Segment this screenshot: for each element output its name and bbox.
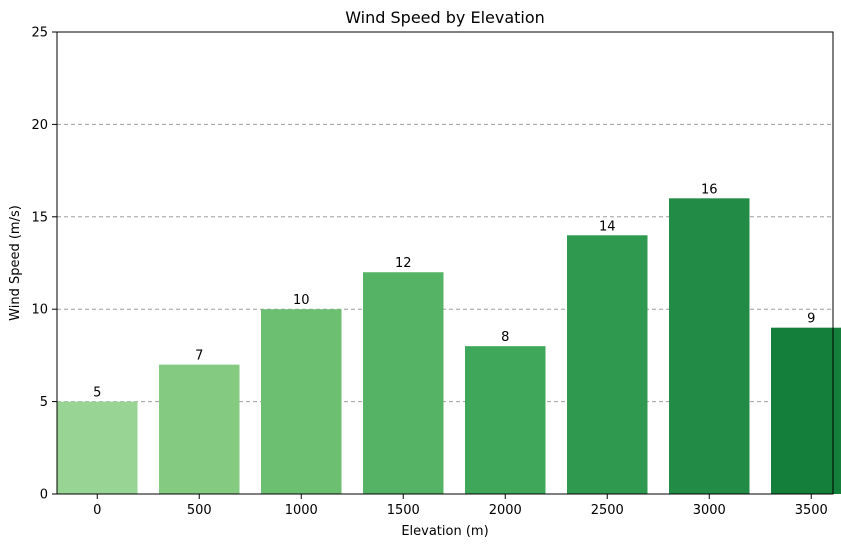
plot-frame [56, 31, 834, 495]
data-label-1500: 12 [395, 256, 412, 271]
y-axis-ticks: 0 5 10 15 20 25 [31, 26, 57, 503]
x-tick-label-3500: 3500 [795, 503, 828, 518]
bar-3000 [669, 198, 750, 494]
bar-500 [159, 364, 240, 494]
x-axis-label: Elevation (m) [401, 524, 488, 539]
data-label-0: 5 [93, 386, 101, 401]
x-tick-label-3000: 3000 [693, 503, 726, 518]
x-tick-label-500: 500 [187, 503, 212, 518]
x-tick-label-1000: 1000 [285, 503, 318, 518]
bar-2500 [567, 235, 648, 494]
y-axis-label: Wind Speed (m/s) [8, 205, 23, 321]
data-label-2500: 14 [599, 219, 616, 234]
bar-3500 [771, 327, 841, 494]
x-axis-ticks: 0 500 1000 1500 2000 2500 3000 3500 [93, 494, 828, 518]
data-label-2000: 8 [501, 330, 509, 345]
bar-1500 [363, 272, 444, 494]
x-tick-label-1500: 1500 [387, 503, 420, 518]
x-tick-label-2500: 2500 [591, 503, 624, 518]
x-tick-label-2000: 2000 [489, 503, 522, 518]
y-tick-label: 0 [40, 488, 48, 503]
y-tick-label: 15 [31, 210, 48, 225]
bar-1000 [261, 309, 342, 494]
chart-title: Wind Speed by Elevation [345, 8, 545, 27]
bar-0 [57, 401, 138, 494]
data-label-500: 7 [195, 349, 203, 364]
y-tick-label: 25 [31, 26, 48, 41]
bar-2000 [465, 346, 546, 494]
y-tick-label: 20 [31, 118, 48, 133]
data-label-3500: 9 [807, 312, 815, 327]
x-tick-label-0: 0 [93, 503, 101, 518]
bars [57, 198, 841, 494]
y-tick-label: 5 [40, 395, 48, 410]
data-label-3000: 16 [701, 182, 718, 197]
bar-data-labels: 5 7 10 12 8 14 16 9 [93, 182, 815, 400]
y-tick-label: 10 [31, 303, 48, 318]
data-label-1000: 10 [293, 293, 310, 308]
